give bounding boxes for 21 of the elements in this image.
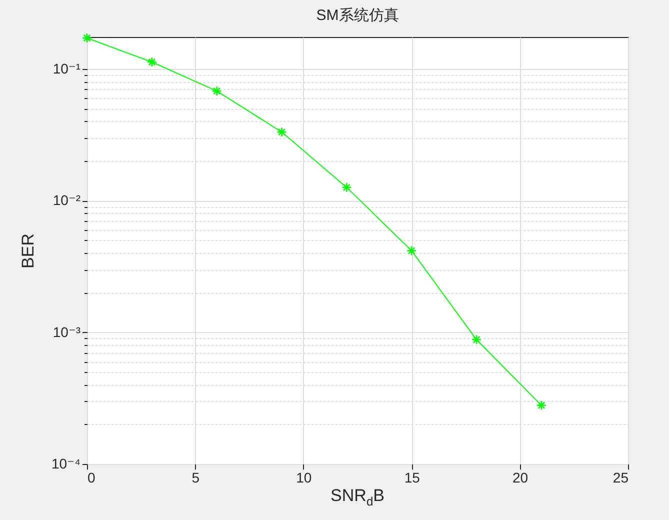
chart-title: SM系统仿真 xyxy=(316,6,399,24)
point xyxy=(342,182,352,193)
point xyxy=(406,246,417,256)
x-tick-label: 15 xyxy=(404,470,420,486)
point xyxy=(146,56,158,68)
y-tick-label: 10⁻¹ xyxy=(52,60,81,76)
x-tick-label: 0 xyxy=(88,470,96,486)
x-tick-label: 20 xyxy=(512,470,528,486)
y-axis-title: BER xyxy=(18,234,38,268)
point xyxy=(212,86,222,96)
x-tick-label: 5 xyxy=(192,470,200,486)
y-tick-label: 10⁻⁴ xyxy=(52,456,80,472)
point xyxy=(276,126,287,138)
y-tick-label: 10⁻² xyxy=(52,192,81,208)
x-tick-label: 10 xyxy=(296,470,312,486)
point xyxy=(82,32,92,44)
x-axis-title: SNR$_{d}$B xyxy=(330,486,386,508)
x-tick-label: 25 xyxy=(612,470,629,486)
y-tick-label: 10⁻³ xyxy=(52,324,81,340)
point xyxy=(471,334,482,345)
point xyxy=(536,400,547,410)
